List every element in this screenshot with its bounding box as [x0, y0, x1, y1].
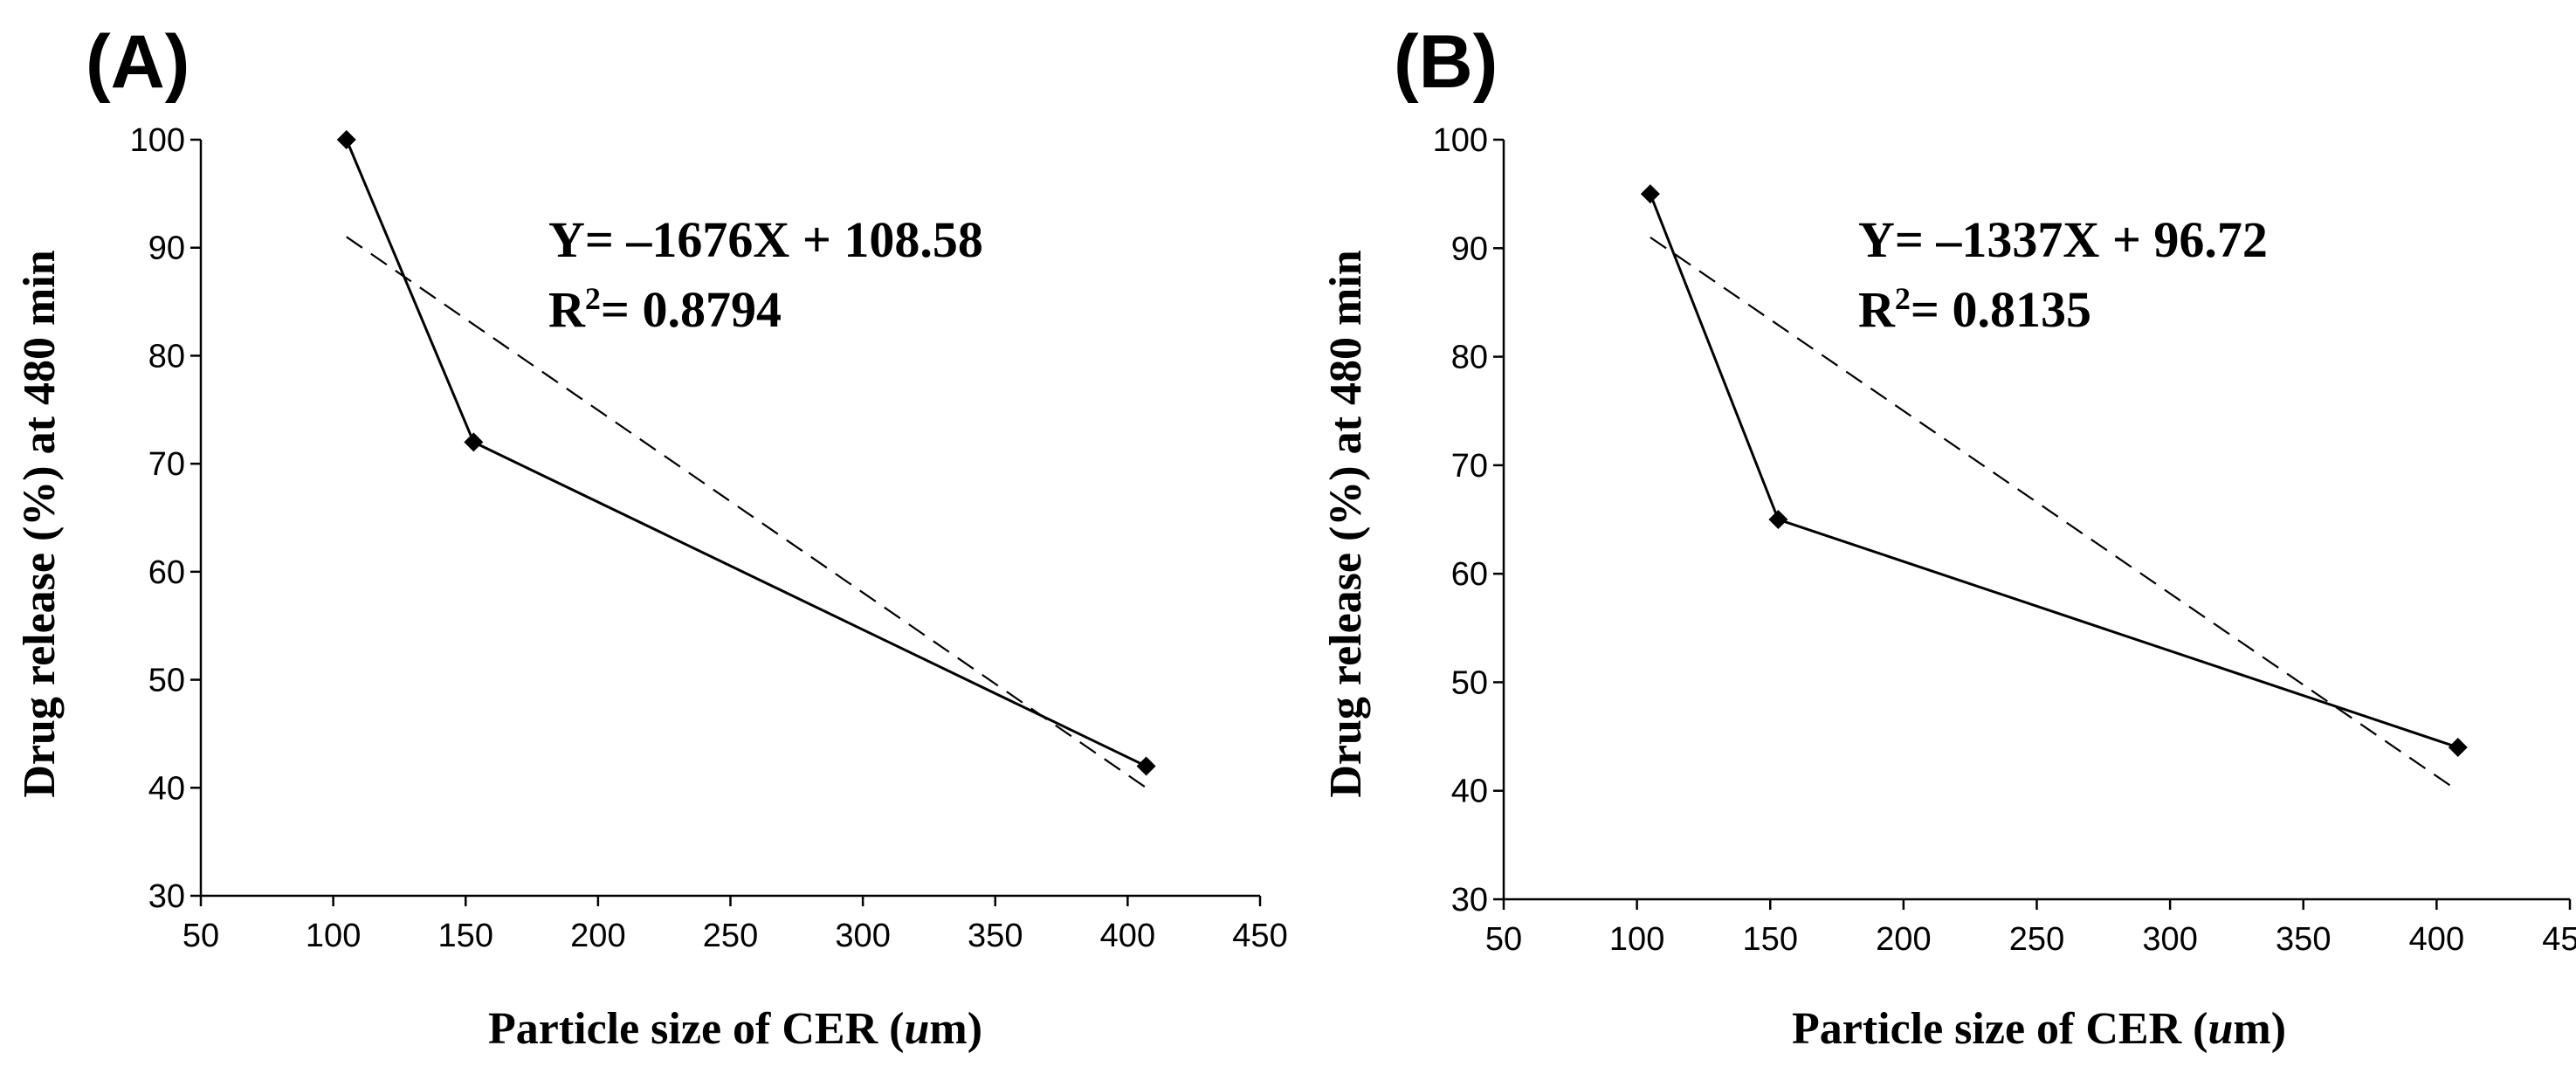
y-tick-label: 30: [148, 878, 185, 915]
r-squared: R2= 0.8794: [548, 281, 782, 338]
x-tick-label: 200: [1876, 921, 1931, 958]
y-tick-label: 50: [148, 663, 185, 699]
x-tick-label: 50: [183, 918, 219, 954]
x-axis-label: Particle size of CER (um): [488, 1004, 982, 1054]
y-tick-label: 40: [148, 770, 185, 807]
x-tick-label: 150: [438, 918, 493, 954]
regression-equation: Y= –1676X + 108.58: [548, 211, 983, 268]
x-tick-label: 250: [2009, 921, 2064, 958]
x-tick-label: 450: [1232, 918, 1287, 954]
y-tick-label: 70: [1451, 448, 1488, 485]
x-axis-label: Particle size of CER (um): [1792, 1004, 2286, 1054]
x-tick-label: 350: [2276, 921, 2331, 958]
data-point: [1768, 510, 1788, 529]
x-tick-label: 200: [570, 918, 625, 954]
regression-equation: Y= –1337X + 96.72: [1858, 211, 2268, 268]
plot-marks: [1640, 184, 2468, 792]
x-tick-label: 350: [968, 918, 1023, 954]
y-tick-label: 30: [1451, 882, 1488, 918]
x-tick-label: 250: [703, 918, 758, 954]
data-point: [1640, 184, 1660, 204]
y-tick-label: 70: [148, 446, 185, 483]
x-tick-label: 300: [835, 918, 890, 954]
y-tick-label: 80: [1451, 340, 1488, 376]
data-point: [336, 130, 356, 149]
y-tick-label: 90: [1451, 230, 1488, 267]
panel-label: (A): [86, 20, 189, 104]
data-point: [1136, 756, 1156, 776]
trendline: [1650, 236, 2459, 792]
axes: 30 40 50 60 70 80 90 100 50 100 150 200 250 300 350 400…: [130, 122, 1288, 954]
x-tick-label: 400: [2409, 921, 2464, 958]
y-axis-label: Drug release (%) at 480 min: [1321, 250, 1371, 797]
y-tick-label: 50: [1451, 664, 1488, 701]
x-tick-label: 400: [1100, 918, 1155, 954]
y-tick-label: 60: [148, 554, 185, 591]
x-tick-label: 450: [2542, 921, 2576, 958]
y-tick-label: 100: [1433, 122, 1488, 159]
panel-a: (A) Y= –1676X + 108.58 R2= 0.8794 30 40 50…: [15, 20, 1288, 1054]
plot-marks: [336, 130, 1156, 789]
y-tick-label: 40: [1451, 774, 1488, 810]
panel-b: (B) Y= –1337X + 96.72 R2= 0.8135 30 40 50 6…: [1321, 20, 2576, 1054]
x-tick-label: 50: [1485, 921, 1522, 958]
x-tick-label: 100: [306, 918, 361, 954]
data-point: [464, 432, 484, 452]
x-tick-label: 100: [1609, 921, 1664, 958]
r-squared: R2= 0.8135: [1858, 281, 2091, 338]
y-axis-label: Drug release (%) at 480 min: [15, 250, 65, 797]
x-tick-label: 150: [1743, 921, 1798, 958]
x-tick-label: 300: [2142, 921, 2197, 958]
data-point: [2448, 738, 2468, 757]
y-tick-label: 60: [1451, 556, 1488, 593]
series-line: [1649, 193, 2459, 749]
axes: 30 40 50 60 70 80 90 100 50 100 150 200 250 300 350 400…: [1433, 122, 2576, 958]
trendline: [346, 236, 1147, 789]
panel-label: (B): [1394, 20, 1498, 104]
y-tick-label: 100: [130, 122, 185, 159]
y-tick-label: 80: [148, 338, 185, 375]
y-tick-label: 90: [148, 230, 185, 267]
